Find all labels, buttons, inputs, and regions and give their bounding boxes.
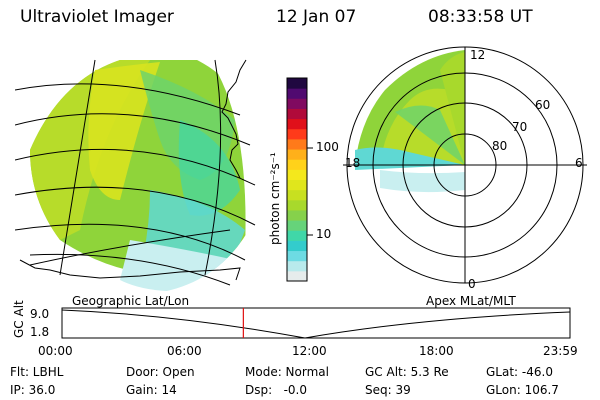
colorbar-cell [287,179,307,191]
mlt-label-6: 6 [575,156,583,170]
info-mode: Mode: Normal [245,365,329,379]
geographic-label: Geographic Lat/Lon [72,294,190,308]
info-flt: Flt: LBHL [10,365,64,379]
colorbar-cell [287,98,307,109]
colorbar-cell [287,149,307,160]
mlt-label-12: 12 [470,48,486,62]
info-gc-alt: GC Alt: 5.3 Re [365,365,449,379]
info-seq: Seq: 39 [365,383,411,397]
lat-label-60: 60 [535,98,551,112]
colorbar-cell [287,209,307,221]
timeline-ytick-top: 9.0 [30,307,50,321]
info-glon: GLon: 106.7 [486,383,559,397]
info-dsp: Dsp: -0.0 [245,383,308,397]
geographic-image [15,59,256,292]
info-ip: IP: 36.0 [10,383,56,397]
colorbar-cell [287,260,307,272]
timeline-xtick: 00:00 [38,344,73,358]
timeline-xtick: 18:00 [419,344,454,358]
apex-label: Apex MLat/MLT [426,294,516,308]
date-label: 12 Jan 07 [276,7,357,27]
info-gain: Gain: 14 [126,383,177,397]
app-title: Ultraviolet Imager [20,7,174,27]
mlt-label-18: 18 [345,156,361,170]
colorbar-cell [287,138,307,150]
colorbar-cell [287,108,307,120]
timeline-ytick-bottom: 1.8 [30,325,50,339]
colorbar-tick-100: 100 [316,140,339,154]
colorbar-cell [287,230,307,241]
colorbar-cell [287,169,307,180]
colorbar-cell [287,270,307,282]
colorbar-cell [287,220,307,231]
timeline-ylabel: GC Alt [12,300,26,338]
timeline-xtick: 06:00 [167,344,202,358]
colorbar-cell [287,78,307,89]
mlt-label-0: 0 [468,277,476,291]
timeline-xtick: 12:00 [292,344,327,358]
colorbar-cell [287,199,307,211]
time-label: 08:33:58 UT [428,7,533,27]
colorbar-cell [287,240,307,252]
colorbar-cell [287,250,307,262]
timeline-plot [61,307,571,339]
timeline-xtick: 23:59 [543,344,578,358]
colorbar-cell [287,118,307,130]
colorbar-cell [287,88,307,99]
colorbar-cell [287,159,307,170]
lat-label-80: 80 [492,139,508,153]
colorbar-unit-label: photon cm⁻²s⁻¹ [268,152,282,245]
info-door: Door: Open [126,365,195,379]
info-glat: GLat: -46.0 [486,365,553,379]
lat-label-70: 70 [512,120,528,134]
colorbar-cell [287,128,307,140]
colorbar-cell [287,189,307,201]
colorbar-tick-10: 10 [316,227,332,241]
color-bar [286,77,313,282]
polar-plot [343,46,587,284]
